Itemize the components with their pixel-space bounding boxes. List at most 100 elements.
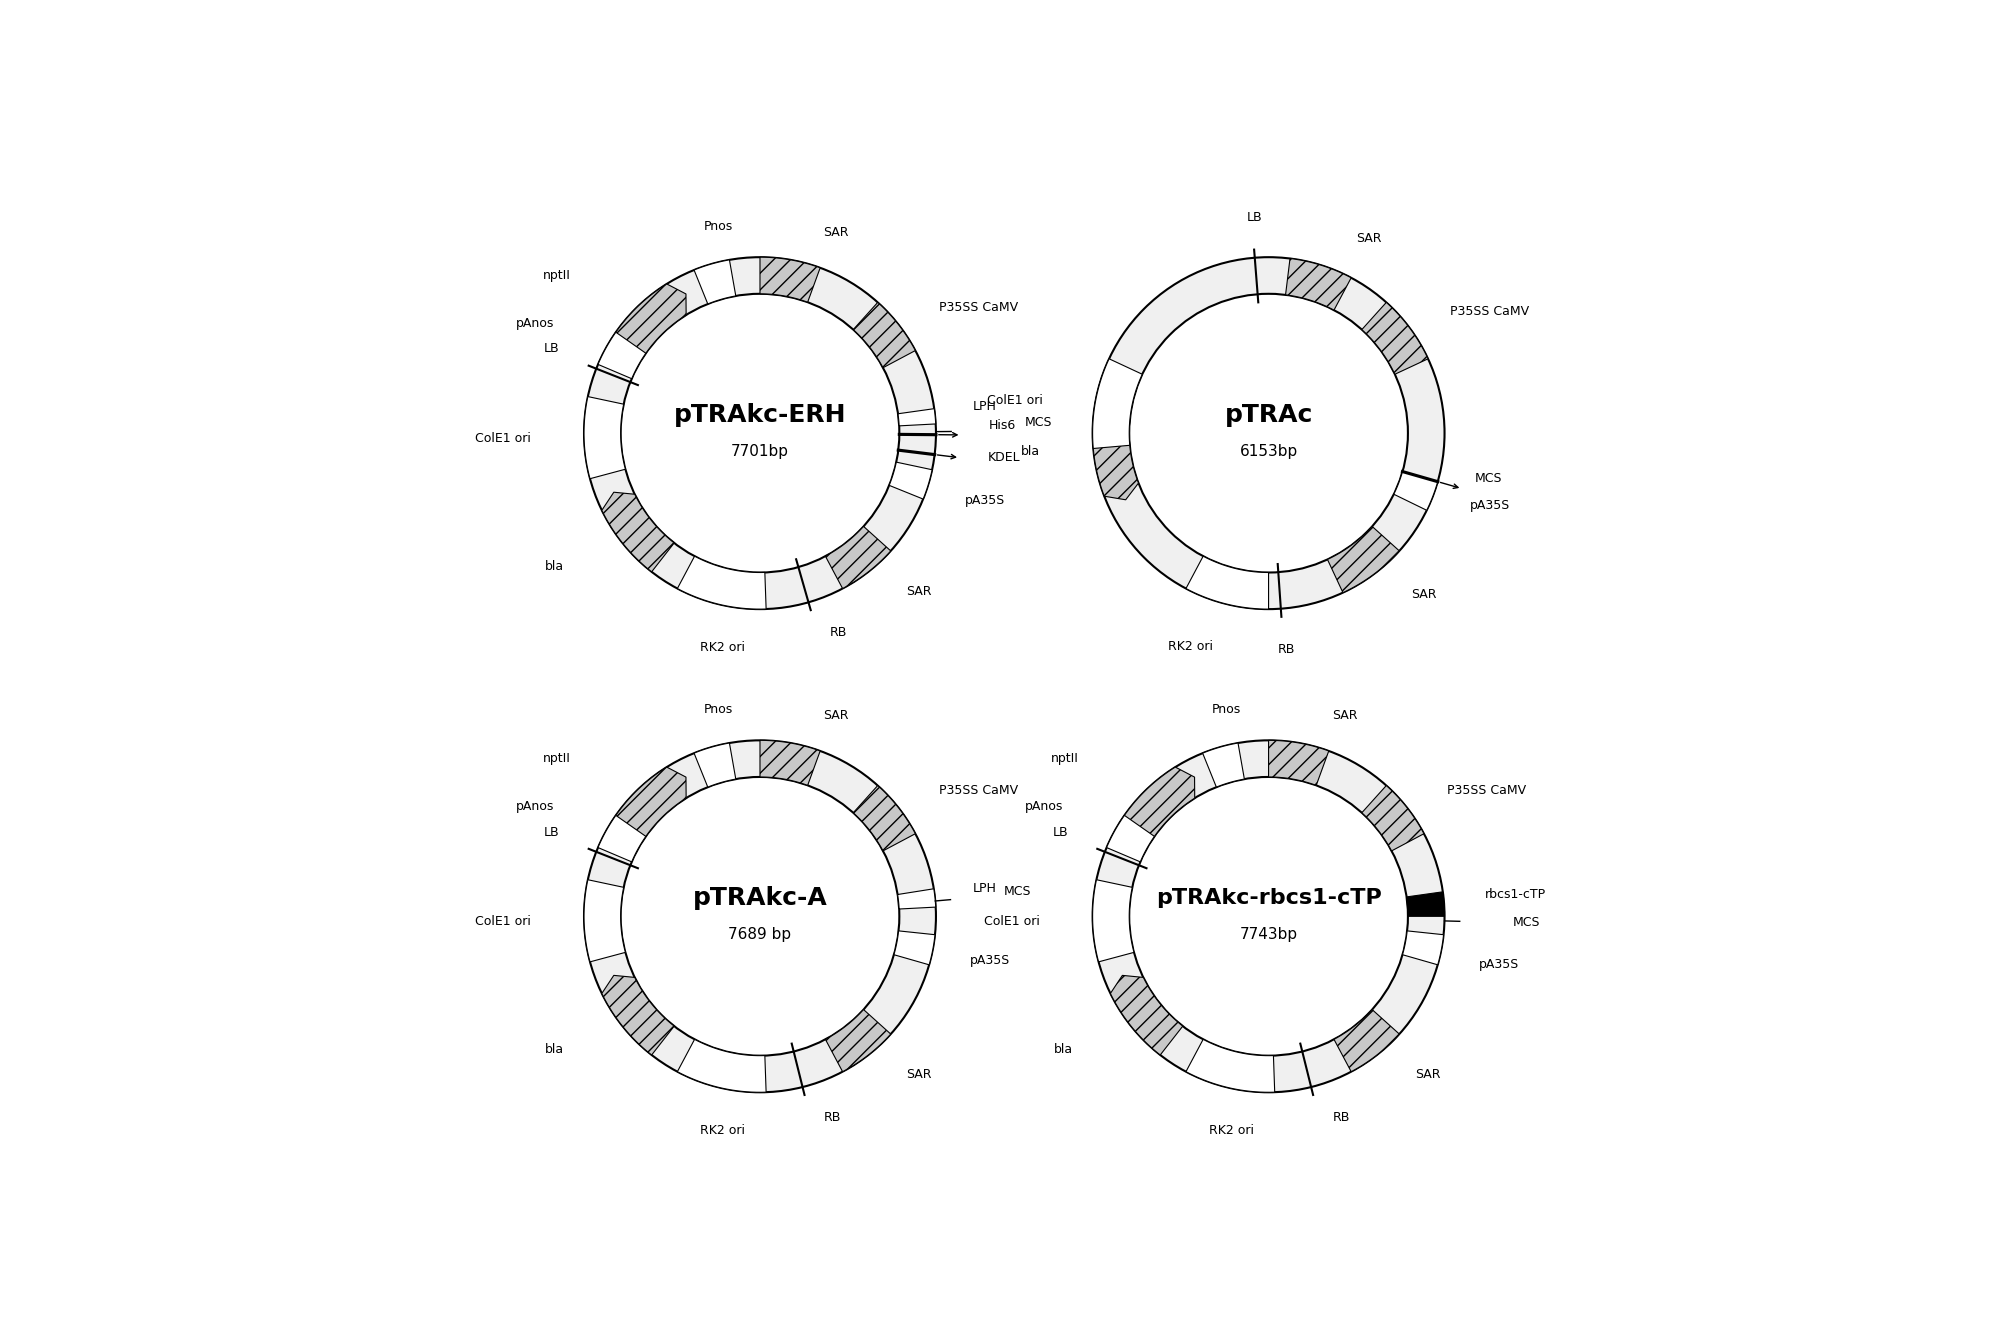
Text: ColE1 ori: ColE1 ori xyxy=(475,914,531,927)
Ellipse shape xyxy=(585,258,937,609)
Polygon shape xyxy=(1110,975,1183,1055)
Text: bla: bla xyxy=(1020,445,1040,458)
Polygon shape xyxy=(1406,892,1444,917)
Text: SAR: SAR xyxy=(1414,1069,1440,1082)
Text: RB: RB xyxy=(829,626,847,639)
Text: 6153bp: 6153bp xyxy=(1239,444,1297,458)
Text: pTRAc: pTRAc xyxy=(1225,403,1313,427)
Polygon shape xyxy=(1362,786,1424,851)
Polygon shape xyxy=(1362,303,1428,374)
Text: pAnos: pAnos xyxy=(1024,801,1064,814)
Polygon shape xyxy=(611,284,686,359)
Polygon shape xyxy=(694,260,736,304)
Text: LB: LB xyxy=(543,826,559,839)
Text: RK2 ori: RK2 ori xyxy=(700,1124,746,1136)
Text: RK2 ori: RK2 ori xyxy=(700,641,746,654)
Text: ColE1 ori: ColE1 ori xyxy=(475,432,531,445)
Ellipse shape xyxy=(621,293,899,572)
Ellipse shape xyxy=(621,777,899,1055)
Text: pA35S: pA35S xyxy=(1470,499,1510,513)
Ellipse shape xyxy=(1130,777,1408,1055)
Text: RK2 ori: RK2 ori xyxy=(1168,639,1213,653)
Text: SAR: SAR xyxy=(1410,588,1436,601)
Polygon shape xyxy=(678,1040,766,1092)
Text: P35SS CaMV: P35SS CaMV xyxy=(1448,783,1526,797)
Text: SAR: SAR xyxy=(907,1069,933,1082)
Polygon shape xyxy=(889,462,933,499)
Text: rbcs1-cTP: rbcs1-cTP xyxy=(1484,888,1545,901)
Polygon shape xyxy=(611,768,686,843)
Polygon shape xyxy=(585,396,625,478)
Polygon shape xyxy=(760,740,819,786)
Text: pTRAkc-ERH: pTRAkc-ERH xyxy=(674,403,845,427)
Text: pAnos: pAnos xyxy=(517,801,555,814)
Polygon shape xyxy=(760,258,819,303)
Text: ColE1 ori: ColE1 ori xyxy=(985,914,1040,927)
Polygon shape xyxy=(603,493,674,572)
Polygon shape xyxy=(897,889,935,909)
Polygon shape xyxy=(1394,472,1438,510)
Polygon shape xyxy=(1120,768,1195,843)
Polygon shape xyxy=(825,1009,891,1071)
Text: SAR: SAR xyxy=(823,709,849,723)
Text: nptII: nptII xyxy=(1052,752,1080,765)
Polygon shape xyxy=(1402,931,1444,964)
Ellipse shape xyxy=(1092,740,1444,1092)
Text: LB: LB xyxy=(1247,210,1263,223)
Text: LB: LB xyxy=(543,342,559,355)
Polygon shape xyxy=(585,880,625,962)
Text: pA35S: pA35S xyxy=(965,494,1006,507)
Text: RB: RB xyxy=(1279,643,1295,655)
Text: LPH: LPH xyxy=(973,400,996,413)
Polygon shape xyxy=(599,332,646,379)
Text: MCS: MCS xyxy=(1024,416,1052,429)
Polygon shape xyxy=(893,931,935,964)
Text: bla: bla xyxy=(1054,1044,1072,1057)
Polygon shape xyxy=(1106,815,1154,861)
Polygon shape xyxy=(678,556,766,609)
Polygon shape xyxy=(1092,359,1142,449)
Polygon shape xyxy=(1203,742,1245,787)
Polygon shape xyxy=(1185,1040,1275,1092)
Text: Pnos: Pnos xyxy=(704,221,732,234)
Ellipse shape xyxy=(1092,258,1444,609)
Text: 7701bp: 7701bp xyxy=(732,444,790,458)
Text: 7689 bp: 7689 bp xyxy=(728,927,792,942)
Text: ColE1 ori: ColE1 ori xyxy=(987,394,1042,407)
Text: nptII: nptII xyxy=(543,268,571,281)
Ellipse shape xyxy=(1130,293,1408,572)
Ellipse shape xyxy=(1130,293,1408,572)
Polygon shape xyxy=(825,526,891,589)
Text: MCS: MCS xyxy=(1476,473,1502,485)
Polygon shape xyxy=(1269,740,1329,786)
Text: SAR: SAR xyxy=(1333,709,1356,723)
Text: LPH: LPH xyxy=(973,882,996,896)
Text: bla: bla xyxy=(545,1044,565,1057)
Text: P35SS CaMV: P35SS CaMV xyxy=(939,783,1018,797)
Text: P35SS CaMV: P35SS CaMV xyxy=(1450,305,1530,317)
Polygon shape xyxy=(853,303,915,367)
Text: Pnos: Pnos xyxy=(1211,704,1241,716)
Ellipse shape xyxy=(585,740,937,1092)
Text: pTRAkc-rbcs1-cTP: pTRAkc-rbcs1-cTP xyxy=(1156,888,1382,908)
Text: bla: bla xyxy=(545,560,565,573)
Ellipse shape xyxy=(621,293,899,572)
Text: LB: LB xyxy=(1052,826,1068,839)
Polygon shape xyxy=(1327,526,1400,593)
Text: RK2 ori: RK2 ori xyxy=(1209,1124,1253,1136)
Text: SAR: SAR xyxy=(907,585,933,598)
Polygon shape xyxy=(853,786,915,851)
Text: MCS: MCS xyxy=(1512,915,1539,929)
Polygon shape xyxy=(1092,373,1138,499)
Polygon shape xyxy=(1335,1009,1400,1071)
Text: KDEL: KDEL xyxy=(987,450,1020,464)
Text: pAnos: pAnos xyxy=(517,317,555,330)
Text: pA35S: pA35S xyxy=(1478,958,1520,971)
Text: pA35S: pA35S xyxy=(971,954,1010,967)
Text: RB: RB xyxy=(823,1111,841,1124)
Text: P35SS CaMV: P35SS CaMV xyxy=(939,301,1018,313)
Text: 7743bp: 7743bp xyxy=(1239,927,1297,942)
Polygon shape xyxy=(603,975,674,1055)
Text: His6: His6 xyxy=(989,419,1016,432)
Polygon shape xyxy=(1285,259,1351,310)
